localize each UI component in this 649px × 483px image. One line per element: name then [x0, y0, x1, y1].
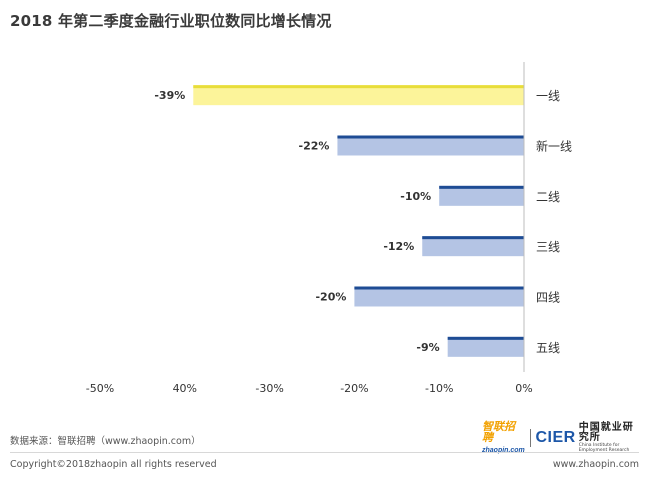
cier-logo-en: China Institute for Employment Research [578, 443, 630, 453]
x-tick-label: 0% [515, 382, 532, 395]
chart-title: 2018 年第二季度金融行业职位数同比增长情况 [10, 12, 332, 30]
bar-新一线 [337, 135, 524, 156]
bar-top-edge-一线 [193, 85, 524, 89]
cier-logo-cn: 中国就业研究所 [578, 422, 634, 443]
x-tick-label: -50% [86, 382, 114, 395]
bar-top-edge-三线 [422, 236, 524, 240]
zhaopin-logo-text: 智联招聘 [482, 420, 515, 444]
bar-五线 [447, 336, 524, 357]
category-label-三线: 三线 [536, 240, 560, 254]
data-label-四线: -20% [315, 291, 346, 304]
bar-二线 [439, 185, 524, 206]
x-tick-label: -10% [425, 382, 453, 395]
bar-top-edge-四线 [354, 286, 524, 290]
bars-layer: -39% -22% -10% -12% -20% -9% [154, 85, 524, 357]
zhaopin-logo-sub: zhaopin.com [482, 446, 525, 454]
footer-divider [10, 452, 639, 453]
category-label-五线: 五线 [536, 341, 560, 355]
category-label-一线: 一线 [536, 89, 560, 103]
data-source-note: 数据来源：智联招聘（www.zhaopin.com） [10, 436, 201, 447]
category-label-新一线: 新一线 [536, 139, 572, 154]
x-tick-label: -30% [255, 382, 283, 395]
bar-三线 [422, 236, 524, 257]
data-label-新一线: -22% [299, 140, 330, 153]
data-label-一线: -39% [154, 89, 185, 102]
bar-top-edge-二线 [439, 185, 524, 189]
category-label-四线: 四线 [536, 291, 560, 305]
data-label-五线: -9% [416, 341, 439, 354]
category-label-二线: 二线 [536, 190, 560, 204]
bar-四线 [354, 286, 524, 307]
cier-logo-names: 中国就业研究所 China Institute for Employment R… [579, 423, 642, 453]
bar-top-edge-五线 [447, 336, 524, 340]
copyright-text: Copyright©2018zhaopin all rights reserve… [10, 459, 217, 470]
x-tick-label: -20% [340, 382, 368, 395]
bar-top-edge-新一线 [337, 135, 524, 139]
cier-logo: CIER [535, 429, 576, 446]
logo-separator [529, 429, 531, 447]
data-label-三线: -12% [383, 240, 414, 253]
x-tick-label: 40% [173, 382, 197, 395]
bar-一线 [193, 85, 524, 106]
footer-url: www.zhaopin.com [552, 459, 639, 470]
data-label-二线: -10% [400, 190, 431, 203]
logos: 智联招聘 zhaopin.com CIER 中国就业研究所 China Inst… [482, 421, 642, 454]
zhaopin-logo: 智联招聘 zhaopin.com [482, 420, 525, 455]
